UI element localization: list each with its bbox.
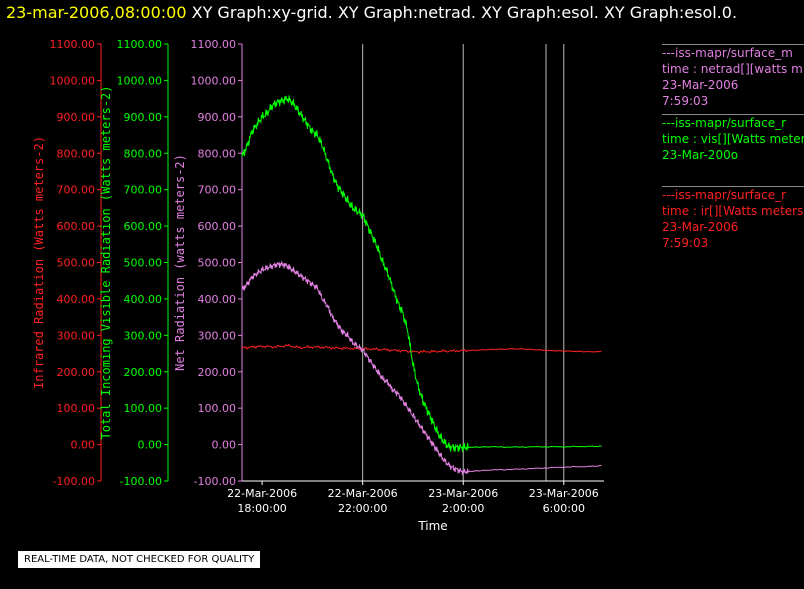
series-line-ir xyxy=(241,343,602,354)
y-tick-label-netrad: 700.00 xyxy=(198,184,237,197)
y-tick-label-netrad: -100.00 xyxy=(194,475,236,488)
y-tick-label-netrad: 800.00 xyxy=(198,147,237,160)
series-line-netrad xyxy=(241,260,602,476)
y-tick-label-netrad: 1100.00 xyxy=(191,38,237,51)
legend-ir-line-2: 23-Mar-2006 xyxy=(662,220,739,234)
y-tick-label-vis: 300.00 xyxy=(124,329,163,342)
x-axis-label: Time xyxy=(417,519,447,533)
y-tick-label-vis: -100.00 xyxy=(120,475,162,488)
graph-list: XY Graph:xy-grid. XY Graph:netrad. XY Gr… xyxy=(191,3,738,22)
y-tick-label-vis: 700.00 xyxy=(124,184,163,197)
legend-netrad-line-2: 23-Mar-2006 xyxy=(662,78,739,92)
legend-netrad-line-1: time : netrad[][watts m xyxy=(662,62,803,76)
graph-title-bar: 23-mar-2006,08:00:00 XY Graph:xy-grid. X… xyxy=(6,3,737,22)
legend-vis-line-1: time : vis[][Watts meter xyxy=(662,132,804,146)
legend-ir-line-3: 7:59:03 xyxy=(662,236,709,250)
y-tick-label-vis: 600.00 xyxy=(124,220,163,233)
x-tick-label: 6:00:00 xyxy=(543,502,585,515)
y-tick-label-netrad: 500.00 xyxy=(198,257,237,270)
y-tick-label-netrad: 400.00 xyxy=(198,293,237,306)
series-line-vis xyxy=(241,95,602,453)
y-tick-label-ir: 700.00 xyxy=(57,184,96,197)
legend-ir: ---iss-mapr/surface_r time : ir[][Watts … xyxy=(662,186,804,251)
y-tick-label-netrad: 0.00 xyxy=(212,439,237,452)
y-tick-label-ir: 1100.00 xyxy=(50,38,96,51)
y-tick-label-netrad: 200.00 xyxy=(198,366,237,379)
y-tick-label-ir: 1000.00 xyxy=(50,74,96,87)
y-tick-label-ir: 800.00 xyxy=(57,147,96,160)
graph-date: 23-mar-2006,08:00:00 xyxy=(6,3,187,22)
legend-ir-line-1: time : ir[][Watts meters xyxy=(662,204,804,218)
y-tick-label-vis: 900.00 xyxy=(124,111,163,124)
legend-netrad: ---iss-mapr/surface_m time : netrad[][wa… xyxy=(662,44,804,109)
y-tick-label-ir: 400.00 xyxy=(57,293,96,306)
x-tick-label: 22-Mar-2006 xyxy=(227,487,297,500)
legend-vis: ---iss-mapr/surface_r time : vis[][Watts… xyxy=(662,114,804,163)
legend-netrad-line-3: 7:59:03 xyxy=(662,94,709,108)
y-tick-label-netrad: 300.00 xyxy=(198,329,237,342)
y-tick-label-ir: 600.00 xyxy=(57,220,96,233)
x-tick-label: 23-Mar-2006 xyxy=(428,487,498,500)
y-tick-label-vis: 1000.00 xyxy=(117,74,163,87)
y-tick-label-ir: 100.00 xyxy=(57,402,96,415)
y-tick-label-vis: 200.00 xyxy=(124,366,163,379)
legend-vis-line-2: 23-Mar-200o xyxy=(662,148,739,162)
x-tick-label: 18:00:00 xyxy=(237,502,286,515)
y-tick-label-netrad: 900.00 xyxy=(198,111,237,124)
y-tick-label-vis: 1100.00 xyxy=(117,38,163,51)
legend-netrad-title: ---iss-mapr/surface_m xyxy=(662,44,804,61)
y-tick-label-ir: 300.00 xyxy=(57,329,96,342)
y-tick-label-vis: 800.00 xyxy=(124,147,163,160)
y-tick-label-vis: 500.00 xyxy=(124,257,163,270)
legend-ir-title: ---iss-mapr/surface_r xyxy=(662,186,804,203)
y-tick-label-ir: 900.00 xyxy=(57,111,96,124)
quality-warning: REAL-TIME DATA, NOT CHECKED FOR QUALITY xyxy=(18,551,261,568)
y-tick-label-ir: 0.00 xyxy=(71,439,96,452)
y-tick-label-vis: 400.00 xyxy=(124,293,163,306)
y-tick-label-vis: 100.00 xyxy=(124,402,163,415)
y-tick-label-ir: 200.00 xyxy=(57,366,96,379)
y-axis-label-ir: Infrared Radiation (Watts meters-2) xyxy=(32,136,46,389)
y-tick-label-netrad: 600.00 xyxy=(198,220,237,233)
y-tick-label-vis: 0.00 xyxy=(138,439,163,452)
y-axis-label-vis: Total Incoming Visible Radiation (Watts … xyxy=(99,85,113,439)
x-tick-label: 22:00:00 xyxy=(338,502,387,515)
y-tick-label-ir: 500.00 xyxy=(57,257,96,270)
x-tick-label: 23-Mar-2006 xyxy=(529,487,599,500)
x-tick-label: 22-Mar-2006 xyxy=(328,487,398,500)
legend-vis-title: ---iss-mapr/surface_r xyxy=(662,114,804,131)
x-tick-label: 2:00:00 xyxy=(442,502,484,515)
y-tick-label-netrad: 100.00 xyxy=(198,402,237,415)
y-axis-label-netrad: Net Radiation (watts meters-2) xyxy=(173,154,187,371)
y-tick-label-netrad: 1000.00 xyxy=(191,74,237,87)
y-tick-label-ir: -100.00 xyxy=(53,475,95,488)
